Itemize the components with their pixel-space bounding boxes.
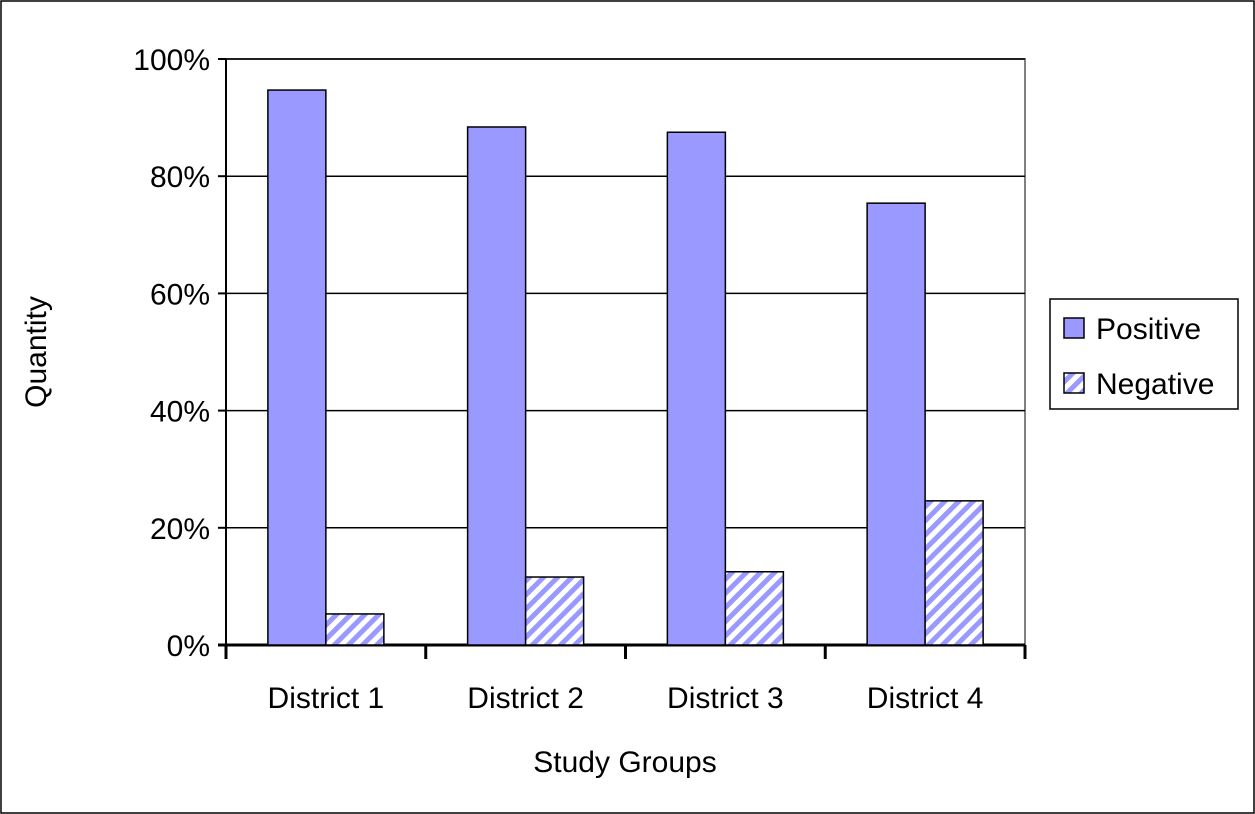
legend-label-negative: Negative (1096, 368, 1214, 401)
y-axis-title: Quantity (20, 296, 53, 408)
y-tick-label: 80% (150, 161, 210, 194)
bar-negative (724, 571, 785, 646)
legend: Positive Negative (1049, 298, 1239, 410)
x-tick-label: District 3 (667, 682, 784, 715)
x-tick-label: District 4 (867, 682, 984, 715)
y-tick-label: 100% (133, 44, 210, 77)
y-tick-label: 20% (150, 513, 210, 546)
plot-area: 0% 20% 40% 60% 80% 100% District 1 District 2 Di… (133, 44, 1027, 715)
x-tick-label: District 2 (467, 682, 584, 715)
bar-negative (524, 576, 585, 646)
x-tick-label: District 1 (268, 682, 385, 715)
bar-negative (924, 500, 984, 646)
legend-swatch-negative (1063, 372, 1085, 394)
legend-label-positive: Positive (1096, 313, 1201, 346)
legend-swatch-positive (1063, 317, 1085, 339)
bar-negative (325, 613, 385, 646)
bar-positive (466, 126, 527, 646)
x-axis-title: Study Groups (533, 746, 716, 779)
bar-positive (866, 202, 926, 646)
y-tick-label: 0% (167, 630, 210, 663)
y-tick-label: 40% (150, 396, 210, 429)
bar-positive (666, 131, 727, 646)
y-tick-label: 60% (150, 278, 210, 311)
bar-positive (267, 89, 327, 646)
